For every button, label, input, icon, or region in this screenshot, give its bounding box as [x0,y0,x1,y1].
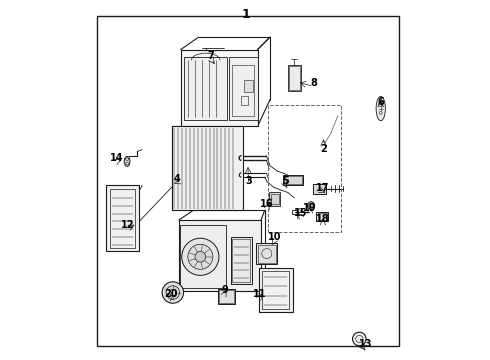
Bar [259,267,293,312]
Bar [256,243,277,264]
Circle shape [188,244,213,269]
Bar [313,184,326,194]
Circle shape [162,282,184,303]
Text: 11: 11 [252,289,266,299]
Bar [318,213,327,220]
Text: 6: 6 [377,97,384,107]
Text: 14: 14 [110,153,124,163]
Bar [229,58,258,120]
Bar [106,185,139,251]
Bar [289,66,300,90]
Circle shape [298,208,302,212]
Bar [220,291,234,303]
Circle shape [352,332,366,346]
Text: 10: 10 [268,232,281,242]
Bar [268,105,342,232]
Circle shape [267,199,271,203]
Circle shape [166,286,180,299]
Bar [288,64,301,91]
Text: 17: 17 [316,183,330,193]
Text: 1: 1 [242,8,250,21]
Text: 16: 16 [260,199,274,209]
Text: 7: 7 [208,51,215,61]
Bar [284,176,302,184]
Bar [262,271,289,309]
Text: 13: 13 [359,339,372,348]
Text: 3: 3 [245,176,252,186]
Circle shape [195,251,206,262]
Bar [231,237,252,284]
Bar [110,189,135,248]
Bar [270,194,279,204]
Circle shape [182,238,219,275]
Bar [232,64,254,116]
Text: 15: 15 [294,208,307,218]
Text: 9: 9 [221,285,228,295]
Bar [241,96,248,105]
Ellipse shape [376,96,386,121]
Ellipse shape [308,202,315,210]
Bar [97,16,398,346]
Text: 12: 12 [121,220,135,230]
Text: 20: 20 [164,289,177,298]
Bar [180,225,226,288]
Bar [218,289,235,304]
Bar [232,239,250,282]
Bar [258,245,276,262]
Bar [172,126,243,210]
Text: 5: 5 [282,176,289,186]
Circle shape [170,289,176,296]
Text: 8: 8 [310,78,317,88]
Bar [184,58,227,120]
Bar [181,50,258,126]
Ellipse shape [124,157,130,166]
Text: 2: 2 [320,144,327,154]
Text: 18: 18 [316,213,330,224]
Bar [292,210,297,214]
Bar [245,80,253,93]
Bar [179,220,261,292]
Text: 19: 19 [303,203,317,213]
Bar [283,175,303,185]
Bar [317,212,328,221]
Text: 4: 4 [174,174,180,184]
Bar [270,192,280,206]
